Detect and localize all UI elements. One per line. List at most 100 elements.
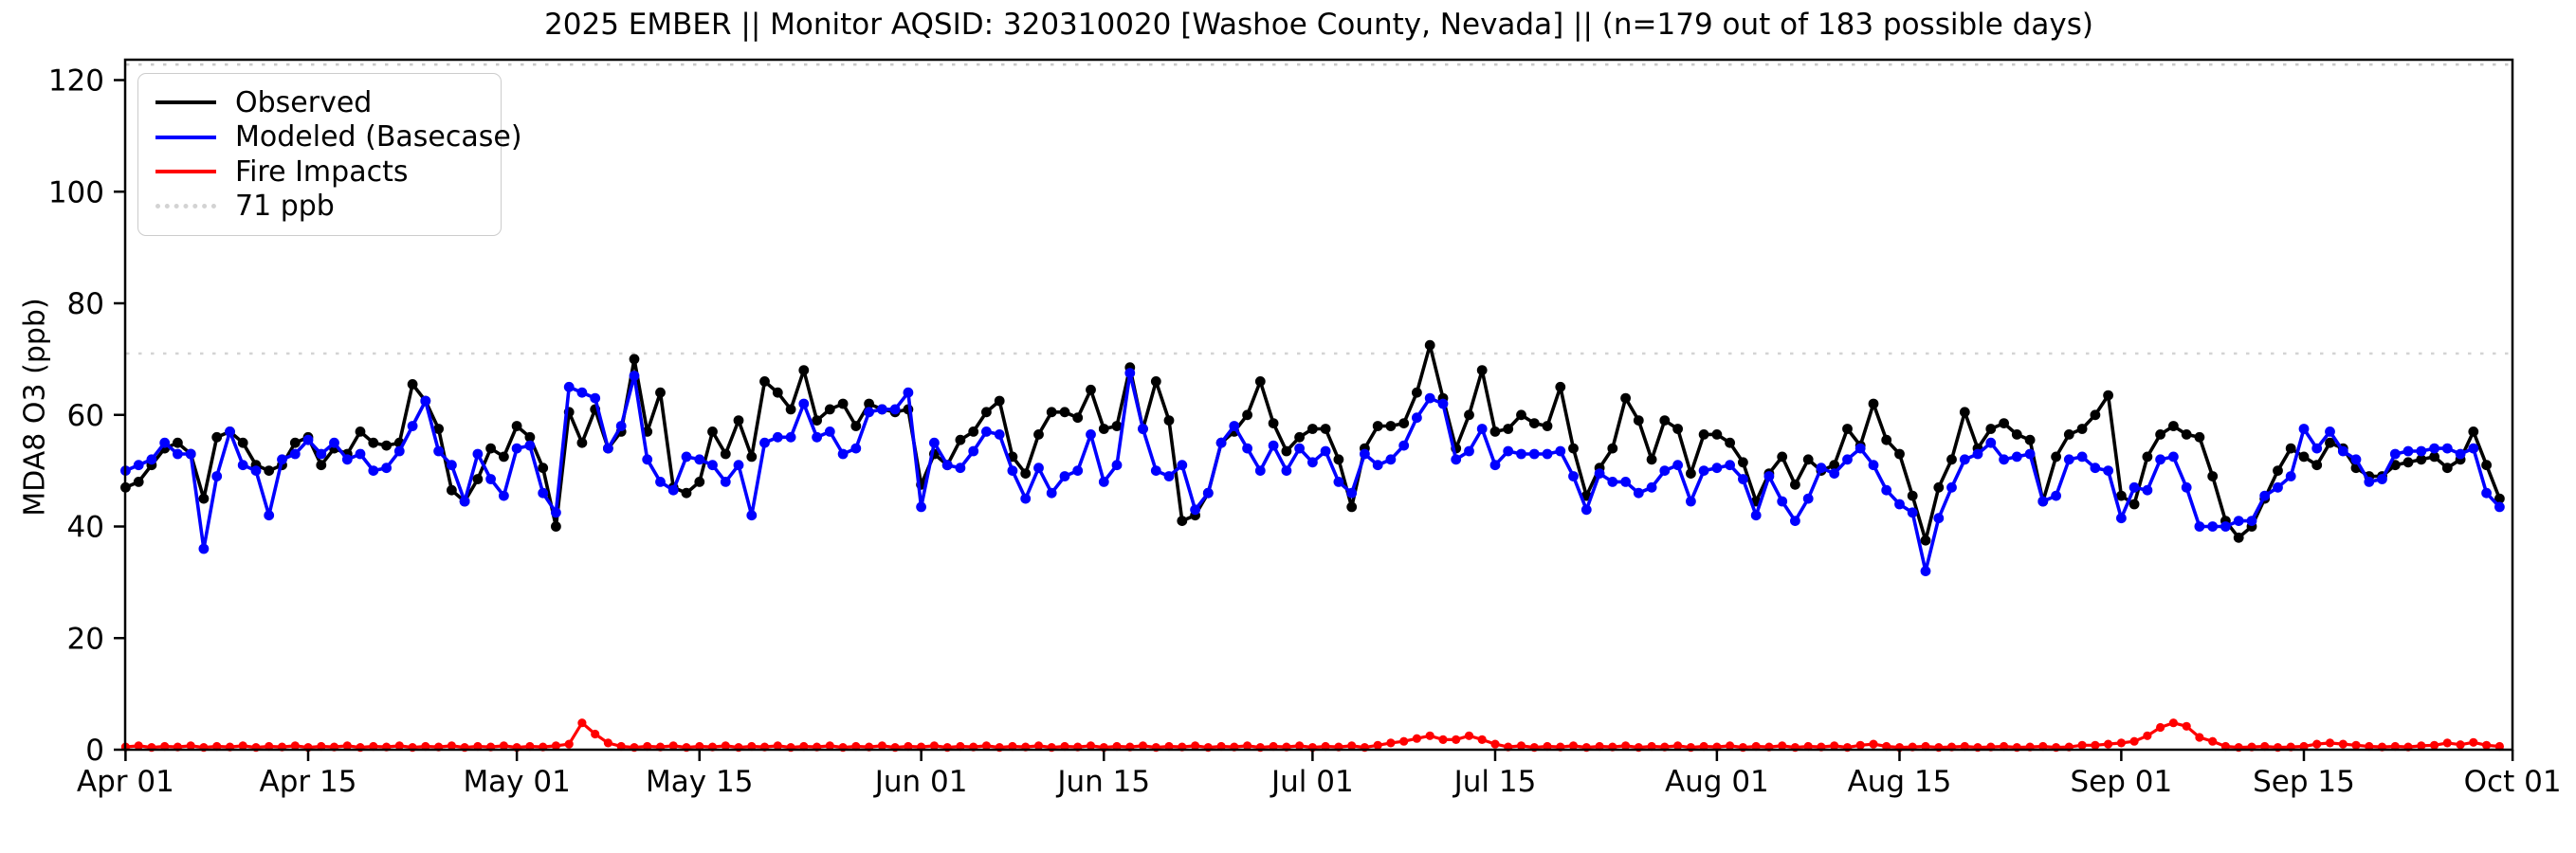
data-point [1399, 736, 1409, 746]
data-point [2482, 740, 2492, 750]
data-point [2416, 454, 2427, 465]
data-point [1802, 493, 1814, 504]
data-point [2417, 741, 2426, 751]
data-point [2077, 740, 2087, 750]
data-point [524, 440, 536, 451]
data-point [1985, 424, 1997, 434]
data-point [1959, 454, 1970, 465]
observed-line-swatch [155, 100, 216, 105]
data-point [1243, 741, 1252, 751]
x-tick-label: Jun 15 [1055, 765, 1150, 799]
data-point [916, 501, 926, 513]
x-tick-label: Sep 15 [2253, 765, 2355, 799]
data-point [2181, 481, 2192, 493]
data-point [2456, 740, 2465, 750]
data-point [798, 398, 810, 409]
data-point [2195, 733, 2204, 742]
data-point [1790, 516, 1800, 526]
data-point [1842, 424, 1853, 434]
data-point [1412, 412, 1422, 424]
data-point [538, 463, 549, 474]
legend-item-observed: Observed [155, 85, 484, 120]
data-point [1881, 434, 1892, 445]
data-point [2442, 738, 2452, 748]
data-point [146, 454, 157, 465]
data-point [603, 443, 613, 454]
legend-box: Observed Modeled (Basecase) Fire Impacts… [137, 73, 522, 236]
data-point [1489, 460, 1501, 471]
data-point [2455, 448, 2466, 460]
x-tick-label: Apr 15 [260, 765, 357, 799]
data-point [1360, 448, 1370, 460]
data-point [746, 451, 758, 463]
data-point [2129, 736, 2139, 746]
data-point [2402, 457, 2414, 468]
data-point [1790, 479, 1800, 490]
data-point [1777, 496, 1788, 507]
data-point [994, 429, 1005, 440]
data-point [1999, 454, 2010, 465]
data-point [2233, 532, 2244, 543]
data-point [1738, 457, 1748, 468]
data-point [1033, 741, 1044, 751]
data-point [2011, 451, 2022, 463]
data-point [629, 371, 640, 381]
data-point [1347, 741, 1357, 751]
data-point [551, 521, 561, 532]
data-point [1673, 741, 1683, 751]
x-tick-label: Sep 01 [2071, 765, 2173, 799]
data-point [159, 437, 171, 448]
data-point [2116, 490, 2127, 501]
data-point [1881, 484, 1892, 496]
data-point [381, 440, 392, 451]
axes-spines [123, 58, 2514, 752]
data-point [1489, 426, 1501, 437]
data-point [1386, 738, 1396, 748]
data-point [1829, 468, 1840, 479]
data-point [1854, 443, 1866, 454]
data-point [825, 741, 834, 751]
data-point [1907, 507, 1918, 518]
data-point [2116, 513, 2127, 524]
data-point [2430, 740, 2439, 750]
data-point [694, 454, 705, 465]
data-point [1620, 477, 1631, 487]
data-point [1333, 454, 1344, 465]
data-point [2011, 429, 2022, 440]
data-point [551, 741, 561, 751]
data-point [2273, 481, 2283, 493]
data-point [1177, 516, 1188, 526]
data-point [1464, 731, 1474, 740]
data-point [837, 398, 849, 409]
data-point [1894, 448, 1905, 460]
data-point [134, 741, 143, 751]
data-point [1477, 735, 1487, 745]
data-point [1542, 448, 1553, 460]
data-point [2063, 429, 2074, 440]
data-point [1086, 384, 1096, 395]
data-point [1686, 468, 1696, 479]
data-point [2494, 493, 2505, 504]
data-point [850, 421, 862, 431]
data-point [186, 741, 195, 751]
data-point [2063, 454, 2074, 465]
data-point [1438, 735, 1448, 745]
data-point [1163, 471, 1175, 481]
data-point [1059, 471, 1070, 481]
data-point [1412, 387, 1422, 398]
data-point [1633, 487, 1644, 499]
data-point [824, 426, 835, 437]
data-point [968, 445, 979, 457]
data-point [929, 437, 940, 448]
data-point [2416, 445, 2427, 457]
data-point [2116, 738, 2126, 748]
data-point [1869, 739, 1878, 749]
data-point [1907, 490, 1918, 501]
data-point [1763, 471, 1775, 481]
data-point [1202, 487, 1214, 499]
data-point [2377, 474, 2387, 484]
data-point [499, 451, 509, 463]
data-point [563, 381, 575, 392]
data-point [2494, 501, 2505, 513]
data-point [499, 741, 509, 751]
